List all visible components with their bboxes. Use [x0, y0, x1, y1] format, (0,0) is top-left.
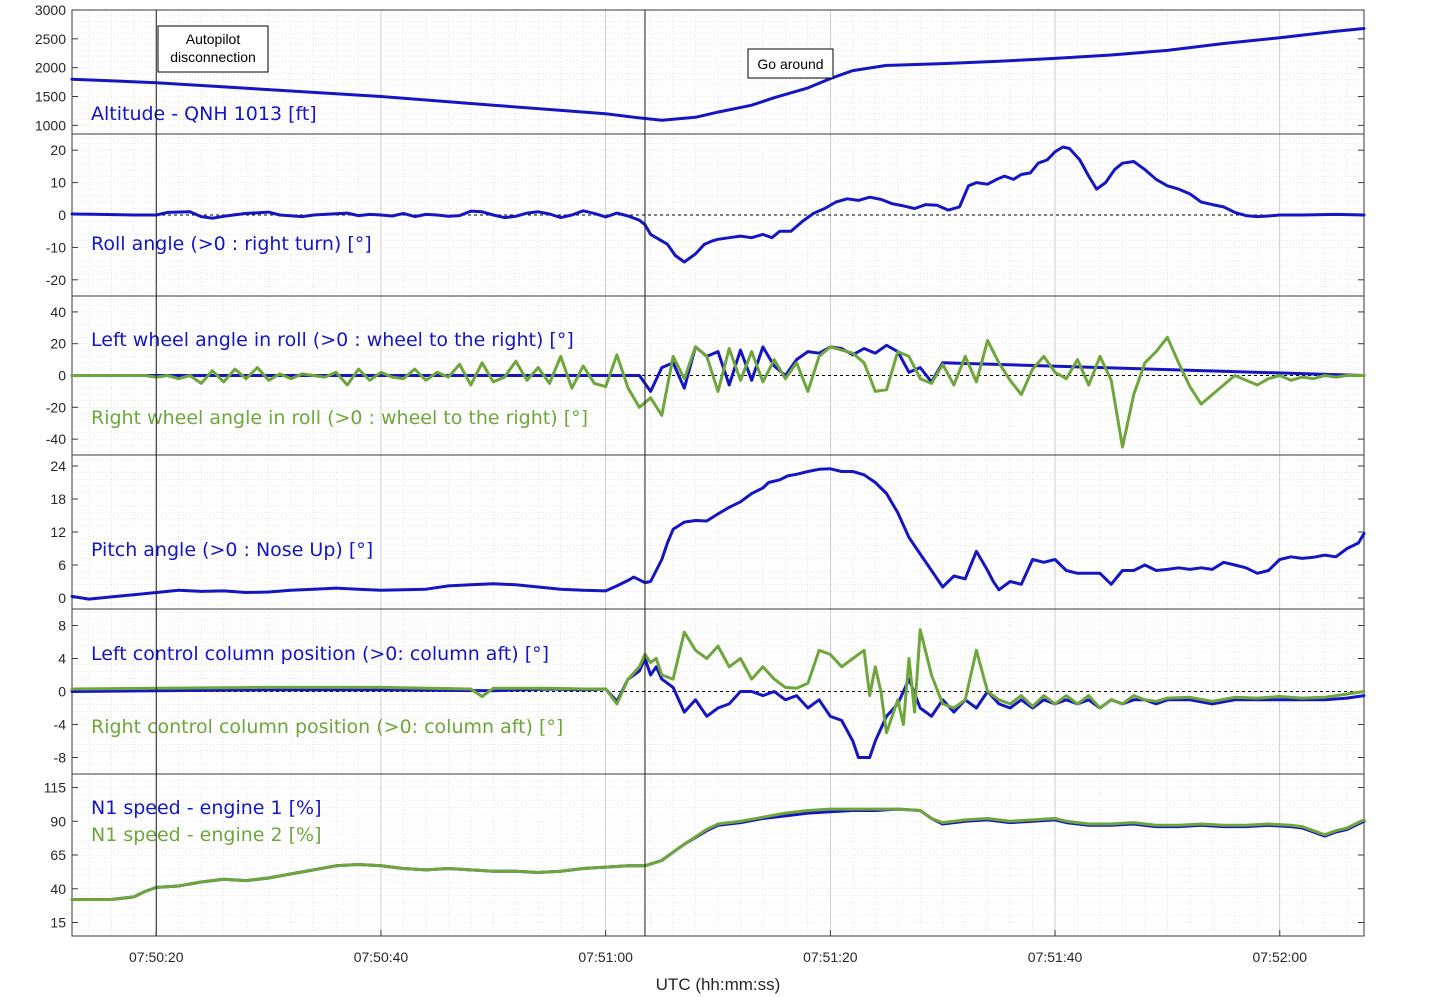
- y-tick-label: 6: [58, 557, 66, 573]
- x-tick-label: 07:51:20: [803, 949, 858, 965]
- y-tick-label: 0: [58, 684, 66, 700]
- annotation-layer: Autopilot disconnection Go around: [155, 10, 834, 936]
- y-tick-label: -4: [54, 717, 67, 733]
- panel-3: -40 -20 0 20 40 Left wheel angle in roll (>0 …: [46, 295, 1366, 456]
- x-axis: 07:50:20 07:50:40 07:51:00 07:51:20 07:51:40…: [129, 930, 1307, 965]
- y-tick-label: 3000: [35, 2, 66, 18]
- series-line-4-1: [70, 467, 1366, 601]
- y-tick-label: 0: [58, 590, 66, 606]
- series-label: Pitch angle (>0 : Nose Up) [°]: [91, 539, 373, 561]
- event-label: Autopilot disconnection: [170, 31, 256, 65]
- series-line-3-2: [70, 335, 1366, 449]
- series-label: Roll angle (>0 : right turn) [°]: [91, 233, 372, 255]
- y-tick-label: 15: [50, 915, 66, 931]
- y-tick-label: 1000: [35, 117, 66, 133]
- series-line-1-1: [70, 27, 1366, 122]
- y-tick-label: 40: [50, 304, 66, 320]
- series-line-2-1: [70, 145, 1366, 264]
- x-axis-title: UTC (hh:mm:ss): [656, 975, 781, 994]
- x-tick-label: 07:52:00: [1252, 949, 1307, 965]
- panel-1: 1000 1500 2000 2500 3000 Altitude - QNH 1013 …: [35, 2, 1366, 135]
- series-line-6-2: [70, 807, 1366, 901]
- event-label-box: [747, 48, 834, 79]
- y-tick-label: 10: [50, 175, 66, 191]
- panel-4: 0 6 12 18 24 Pitch angle (>0 : Nose Up) [°]: [50, 454, 1366, 610]
- series-label: Right control column position (>0: colum…: [91, 716, 563, 738]
- y-tick-label: 65: [50, 847, 66, 863]
- y-tick-label: 0: [58, 207, 66, 223]
- x-tick-label: 07:51:00: [578, 949, 633, 965]
- y-tick-label: 115: [44, 780, 67, 796]
- y-tick-label: 12: [50, 524, 66, 540]
- series-label: N1 speed - engine 2 [%]: [91, 824, 322, 846]
- y-tick-label: 20: [50, 142, 66, 158]
- y-tick-label: -20: [46, 399, 66, 415]
- y-tick-label: 4: [58, 651, 66, 667]
- y-tick-label: -8: [54, 750, 67, 766]
- series-label: Left control column position (>0: column…: [91, 643, 549, 665]
- y-tick-label: 18: [50, 491, 66, 507]
- x-tick-label: 07:51:40: [1028, 949, 1083, 965]
- series-label: Altitude - QNH 1013 [ft]: [91, 103, 317, 125]
- y-tick-label: 90: [50, 813, 66, 829]
- series-line-5-2: [70, 628, 1366, 735]
- panel-6: 15 40 65 90 115 N1 speed - engine 1 [%] N1 spe…: [44, 773, 1366, 937]
- panel-2: -20 -10 0 10 20 Roll angle (>0 : right turn) …: [46, 133, 1366, 297]
- y-tick-label: 2000: [35, 60, 66, 76]
- series-label: Right wheel angle in roll (>0 : wheel to…: [91, 407, 588, 429]
- series-line-5-1: [70, 657, 1366, 759]
- y-tick-label: 1500: [35, 89, 66, 105]
- y-tick-label: 2500: [35, 31, 66, 47]
- panel-5: -8 -4 0 4 8 Left control column position (>0:…: [54, 608, 1366, 775]
- y-tick-label: -40: [46, 431, 66, 447]
- y-tick-label: -20: [46, 272, 66, 288]
- y-tick-label: 20: [50, 336, 66, 352]
- y-tick-label: 0: [58, 368, 66, 384]
- y-tick-label: 8: [58, 618, 66, 634]
- y-tick-label: 24: [50, 458, 66, 474]
- event-label: Go around: [757, 56, 823, 72]
- event-label-box: [157, 25, 269, 73]
- y-tick-label: -10: [46, 239, 66, 255]
- x-tick-label: 07:50:20: [129, 949, 184, 965]
- x-tick-label: 07:50:40: [354, 949, 409, 965]
- series-label: Left wheel angle in roll (>0 : wheel to …: [91, 329, 574, 351]
- series-label: N1 speed - engine 1 [%]: [91, 797, 322, 819]
- y-tick-label: 40: [50, 881, 66, 897]
